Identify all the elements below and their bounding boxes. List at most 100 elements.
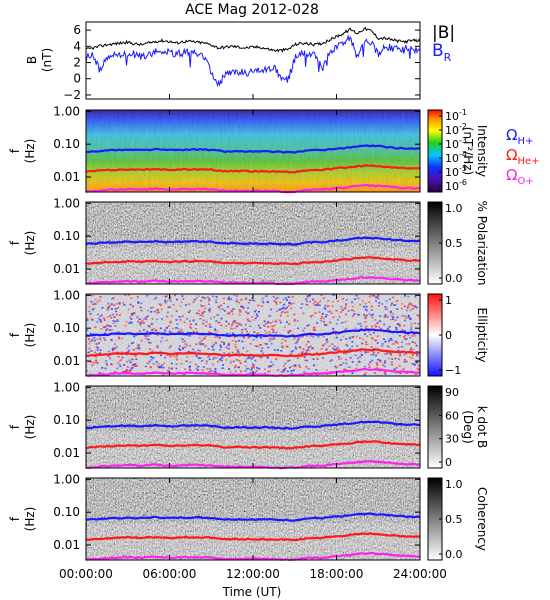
spectrogram-pixel [120,337,123,340]
spectrogram-pixel [227,298,230,300]
spectrogram-pixel [351,341,354,343]
spectrogram-pixel [169,320,172,323]
spectrogram-pixel [95,361,98,364]
spectrogram-pixel [249,371,252,374]
spectrogram-pixel [283,303,286,306]
spectrogram-pixel [226,312,229,315]
x-tick-label: 00:00:00 [59,567,113,581]
spectrogram-pixel [304,359,307,362]
spectrogram-pixel [257,304,260,307]
spectrogram-pixel [137,301,140,303]
spectrogram-pixel [260,357,263,359]
spectrogram-pixel [309,334,312,337]
spectrogram-pixel [343,349,346,352]
spectrogram-pixel [288,366,291,369]
spectrogram-pixel [388,298,391,300]
spectrogram-pixel [356,363,359,366]
spectrogram-pixel [311,347,314,349]
spectrogram-pixel [301,336,304,338]
spectrogram-pixel [415,361,418,363]
spectrogram-pixel [333,348,336,351]
spectrogram-pixel [210,326,213,328]
spectrogram-pixel [358,337,361,339]
spectrogram-pixel [331,294,334,296]
spectrogram-pixel [227,344,230,347]
field-panel-frame [85,21,421,100]
spectrogram-pixel [381,345,384,347]
spectrogram-pixel [132,349,135,351]
spectrogram-pixel [234,364,237,367]
spectrogram-pixel [200,339,203,342]
spectrogram-pixel [280,312,283,314]
spectrogram-pixel [272,331,275,334]
spectrogram-pixel [347,310,350,312]
spectrogram-pixel [264,330,267,332]
spectrogram-pixel [235,298,238,301]
spectrogram-pixel [357,313,360,316]
spectrogram-pixel [293,313,296,316]
spectrogram-pixel [231,313,234,316]
spectrogram-pixel [214,329,217,332]
spectrogram-pixel [93,337,96,339]
spectrogram-pixel [182,348,185,350]
spectrogram-pixel [172,327,175,330]
spectrogram-pixel [170,362,173,365]
spectrogram-pixel [393,368,396,371]
spectrogram-pixel [244,360,247,363]
spectrogram-pixel [365,309,368,312]
spectrogram-pixel [285,321,288,323]
spectrogram-pixel [413,333,416,335]
spectrogram-pixel [323,324,326,326]
spectrogram-pixel [222,341,225,344]
spectrogram-pixel [329,360,332,362]
spectrogram-pixel [417,322,420,325]
spectrogram-pixel [396,300,399,302]
spectrogram-pixel [336,346,339,349]
spectrogram-pixel [403,337,406,340]
spectrogram-pixel [344,368,347,371]
gyrofrequency-line [85,164,421,174]
spectrogram-pixel [215,357,218,359]
spectrogram-pixel [112,322,115,325]
spectrogram-pixel [385,300,388,302]
spectrogram-pixel [155,296,158,299]
spectrogram-pixel [166,311,169,314]
spectrogram-pixel [201,359,204,362]
spectrogram-pixel [279,321,282,324]
spectrogram-pixel [160,340,163,343]
spectrogram-pixel [181,295,184,297]
spectrogram-pixel [359,350,362,353]
spectrogram-pixel [322,335,325,338]
spectrogram-pixel [167,306,170,309]
spectrogram-pixel [169,355,172,358]
spectrogram-pixel [316,358,319,360]
spectrogram-pixel [331,305,334,308]
spectrogram-pixel [96,343,99,345]
spectrogram-pixel [286,370,289,373]
spectrogram-pixel [368,295,371,298]
spectrogram-pixel [323,307,326,310]
field-axis-label: B [25,56,39,64]
spectrogram-pixel [96,349,99,351]
spectrogram-pixel [192,348,195,351]
spectrogram-pixel [398,353,401,356]
spectrogram-pixel [394,357,397,360]
spectrogram-pixel [145,316,148,318]
spectrogram-pixel [192,301,195,304]
spectrogram-pixel [238,352,241,355]
spectrogram-pixel [342,335,345,338]
spectrogram-pixel [376,335,379,337]
spectrogram-pixel [371,325,374,328]
spectrogram-pixel [325,338,328,341]
spectrogram-pixel [236,322,239,325]
spectrogram-pixel [130,318,133,320]
spectrogram-pixel [91,350,94,352]
spectrogram-pixel [169,345,172,347]
spectrogram-pixel [105,362,108,365]
spectrogram-pixel [396,308,399,310]
spectrogram-pixel [126,366,129,368]
spectrogram-pixel [148,341,151,344]
colorbar-tick-label: −1 [445,364,461,377]
spectrogram-pixel [302,329,305,332]
spectrogram-pixel [370,337,373,339]
